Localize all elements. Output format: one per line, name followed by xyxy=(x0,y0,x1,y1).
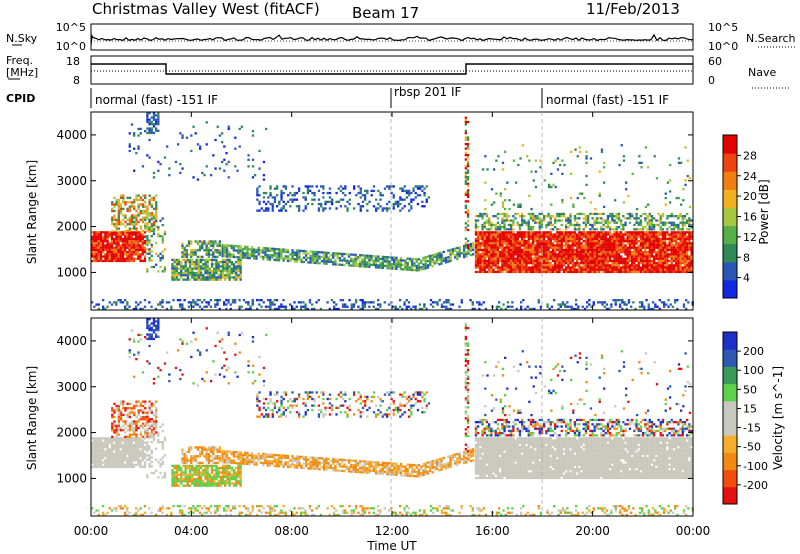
velocity-colorbar-cell xyxy=(723,469,737,488)
x-tick-label: 04:00 xyxy=(174,524,209,538)
power-colorbar-cell xyxy=(723,279,737,299)
power-y-ticks: 1000 2000 3000 4000 xyxy=(56,128,693,279)
velocity-colorbar-cell xyxy=(723,435,737,453)
cpid-strip: CPID normal (fast) -151 IF rbsp 201 IF n… xyxy=(6,85,669,108)
power-colorbar-cell xyxy=(723,207,737,227)
cpid-label: CPID xyxy=(6,92,35,105)
velocity-colorbar: -200 -100 -50 -15 15 50 100 200 xyxy=(722,331,768,505)
nsearch-label: N.Search xyxy=(746,32,796,45)
power-colorbar-cell xyxy=(723,243,737,263)
velocity-y-ticks: 1000 2000 3000 4000 xyxy=(56,334,693,485)
power-colorbar-cell xyxy=(723,189,737,208)
power-colorbar-tick: 20 xyxy=(743,190,757,203)
velocity-colorbar-cell xyxy=(723,332,737,350)
velocity-colorbar-cell xyxy=(723,383,737,402)
x-tick-label: 12:00 xyxy=(375,524,410,538)
velocity-colorbar-cell xyxy=(723,418,737,436)
freq-tick-top: 18 xyxy=(66,55,80,68)
velocity-colorbar-tick: -100 xyxy=(743,460,768,473)
nsearch-tick-top: 10^5 xyxy=(708,21,738,34)
y-tick-label: 2000 xyxy=(56,220,87,234)
power-colorbar-cell xyxy=(723,261,737,281)
nsearch-tick-bottom: 10^0 xyxy=(708,40,738,53)
velocity-ylabel: Slant Range [km] xyxy=(25,366,39,470)
x-tick-label: 00:00 xyxy=(676,524,711,538)
velocity-colorbar-tick: -200 xyxy=(743,479,768,492)
power-colorbar: 4 8 12 16 20 24 28 xyxy=(722,134,757,299)
station-title: Christmas Valley West (fitACF) xyxy=(92,0,320,18)
velocity-colorbar-label: Velocity [m s^-1] xyxy=(771,366,785,470)
velocity-colorbar-cell xyxy=(723,349,737,367)
velocity-colorbar-cell xyxy=(723,366,737,385)
power-colorbar-tick: 12 xyxy=(743,231,757,244)
power-colorbar-tick: 28 xyxy=(743,149,757,162)
power-ylabel: Slant Range [km] xyxy=(25,160,39,264)
velocity-colorbar-tick: -50 xyxy=(743,441,761,454)
velocity-heatmap-data xyxy=(91,318,694,517)
nsky-tick-top: 10^5 xyxy=(56,21,86,34)
beam-title: Beam 17 xyxy=(352,4,419,22)
velocity-colorbar-tick: 100 xyxy=(743,364,764,377)
velocity-colorbar-cell xyxy=(723,486,737,505)
power-colorbar-tick: 24 xyxy=(743,170,757,183)
power-colorbar-cell xyxy=(723,135,737,154)
power-colorbar-tick: 16 xyxy=(743,211,757,224)
nave-tick-top: 60 xyxy=(708,55,722,68)
y-tick-label: 1000 xyxy=(56,265,87,279)
x-tick-label: 00:00 xyxy=(74,524,109,538)
cpid-segment-1: normal (fast) -151 IF xyxy=(95,93,218,107)
nsky-label: N.Sky xyxy=(6,32,38,45)
velocity-colorbar-tick: 200 xyxy=(743,345,764,358)
y-tick-label: 3000 xyxy=(56,380,87,394)
freq-trace xyxy=(91,63,693,75)
freq-label-1: Freq. xyxy=(6,54,33,67)
freq-label-2: [MHz] xyxy=(6,66,38,79)
power-panel: 1000 2000 3000 4000 Slant Range [km] 4 8 12 16… xyxy=(25,111,771,311)
velocity-colorbar-tick: -15 xyxy=(743,422,761,435)
velocity-colorbar-cell xyxy=(723,400,737,419)
power-colorbar-tick: 4 xyxy=(743,272,750,285)
power-colorbar-tick: 8 xyxy=(743,251,750,264)
velocity-colorbar-cell xyxy=(723,452,737,471)
x-tick-label: 20:00 xyxy=(575,524,610,538)
velocity-colorbar-tick: 50 xyxy=(743,383,757,396)
velocity-colorbar-tick: 15 xyxy=(743,402,757,415)
y-tick-label: 3000 xyxy=(56,174,87,188)
nsky-trace xyxy=(90,33,694,46)
x-tick-label: 16:00 xyxy=(475,524,510,538)
x-axis-ticks: 00:00 04:00 08:00 12:00 16:00 20:00 00:00 xyxy=(74,112,711,538)
power-heatmap-data xyxy=(91,112,694,311)
velocity-panel: 1000 2000 3000 4000 Slant Range [km] -200 -1… xyxy=(25,317,785,517)
nsky-tick-bottom: 10^0 xyxy=(56,40,86,53)
freq-strip: Freq. [MHz] 18 8 60 0 Nave xyxy=(6,54,790,89)
nave-tick-bottom: 0 xyxy=(708,74,715,87)
cpid-segment-2: rbsp 201 IF xyxy=(394,85,461,99)
y-tick-label: 4000 xyxy=(56,128,87,142)
power-colorbar-label: Power [dB] xyxy=(757,179,771,244)
power-colorbar-cell xyxy=(723,225,737,245)
y-tick-label: 4000 xyxy=(56,334,87,348)
cpid-segment-3: normal (fast) -151 IF xyxy=(546,93,669,107)
x-tick-label: 08:00 xyxy=(274,524,309,538)
y-tick-label: 1000 xyxy=(56,471,87,485)
x-axis-label: Time UT xyxy=(366,539,417,553)
freq-tick-bottom: 8 xyxy=(73,74,80,87)
y-tick-label: 2000 xyxy=(56,426,87,440)
nave-label: Nave xyxy=(748,66,776,79)
power-colorbar-cell xyxy=(723,153,737,172)
power-colorbar-cell xyxy=(723,171,737,190)
nsky-strip: N.Sky 10^5 10^0 10^5 10^0 N.Search xyxy=(6,21,796,53)
date-title: 11/Feb/2013 xyxy=(586,0,680,18)
